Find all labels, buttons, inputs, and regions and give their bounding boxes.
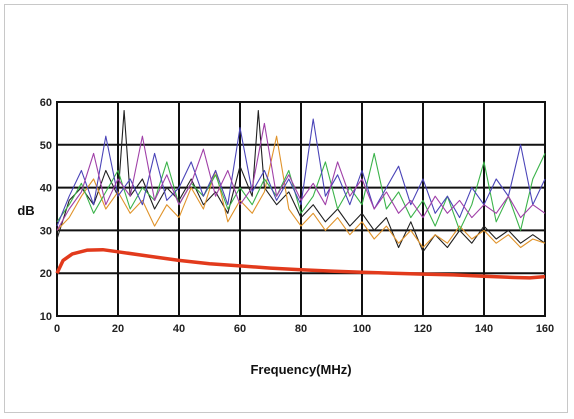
- x-tick-label-120: 120: [414, 323, 432, 335]
- series-line-5: [56, 122, 546, 231]
- x-tick-label-140: 140: [475, 323, 493, 335]
- y-tick-label-30: 30: [40, 225, 52, 237]
- series-line-3: [56, 152, 546, 231]
- y-tick-label-20: 20: [40, 268, 52, 280]
- y-tick-label-50: 50: [40, 140, 52, 152]
- x-tick-label-0: 0: [54, 323, 60, 335]
- x-axis-label: Frequency(MHz): [250, 362, 351, 377]
- x-tick-label-160: 160: [536, 323, 554, 335]
- series-line-2: [56, 135, 546, 249]
- x-tick-label-100: 100: [353, 323, 371, 335]
- y-axis-label: dB: [17, 203, 34, 218]
- y-tick-label-10: 10: [40, 311, 52, 323]
- series-line-0: [55, 247, 546, 280]
- y-tick-label-40: 40: [40, 183, 52, 195]
- x-tick-label-60: 60: [234, 323, 246, 335]
- x-tick-label-40: 40: [173, 323, 185, 335]
- y-tick-label-60: 60: [40, 97, 52, 109]
- x-tick-label-20: 20: [112, 323, 124, 335]
- x-tick-label-80: 80: [295, 323, 307, 335]
- series-line-4: [56, 118, 546, 227]
